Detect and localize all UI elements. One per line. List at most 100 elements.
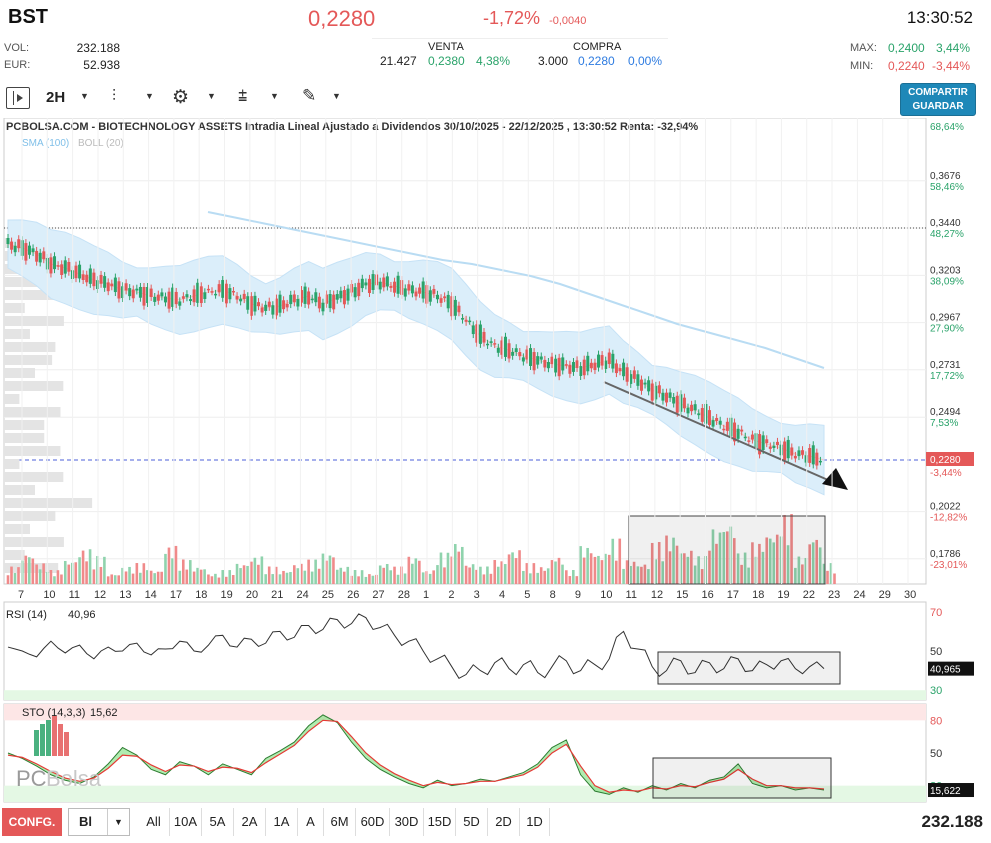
volume-bar xyxy=(74,562,78,584)
x-tick-label: 20 xyxy=(246,589,258,601)
volume-bar xyxy=(529,573,532,584)
volume-bar xyxy=(317,568,321,584)
candle-body xyxy=(128,288,132,297)
volume-bar xyxy=(364,576,368,584)
volume-bar xyxy=(783,514,786,584)
x-tick-label: 3 xyxy=(474,589,480,601)
period-button-30d[interactable]: 30D xyxy=(390,808,424,836)
candle-body xyxy=(214,293,218,296)
candle-body xyxy=(468,320,472,323)
period-button-a[interactable]: A xyxy=(298,808,324,836)
period-button-all[interactable]: All xyxy=(138,808,170,836)
candle-body xyxy=(371,274,375,290)
volume-bar xyxy=(228,570,232,584)
period-button-1a[interactable]: 1A xyxy=(266,808,298,836)
volume-bar xyxy=(296,568,300,584)
volume-profile-bar xyxy=(4,316,64,326)
candle-body xyxy=(482,331,486,343)
chevron-down-icon[interactable]: ▼ xyxy=(332,91,341,101)
candle-body xyxy=(546,362,550,369)
candle-body xyxy=(639,379,643,391)
volume-bar xyxy=(811,542,815,584)
chart-area[interactable]: PCBOLSA.COM - BIOTECHNOLOGY ASSETS Intra… xyxy=(0,118,991,806)
volume-bar xyxy=(207,574,210,584)
chevron-down-icon[interactable]: ▼ xyxy=(107,809,129,835)
candle-body xyxy=(765,439,769,444)
volume-bar xyxy=(632,561,636,584)
x-tick-label: 16 xyxy=(701,589,713,601)
price-tick-pct: 17,72% xyxy=(930,371,964,382)
volume-bar xyxy=(10,566,13,584)
volume-bar xyxy=(543,570,546,584)
share-save-button[interactable]: COMPARTIR GUARDAR xyxy=(900,83,976,116)
chevron-down-icon[interactable]: ▼ xyxy=(270,91,279,101)
volume-bar xyxy=(475,569,478,584)
candle-body xyxy=(536,356,540,365)
period-button-10a[interactable]: 10A xyxy=(170,808,202,836)
chart-type-select[interactable]: Bl ▼ xyxy=(68,808,130,836)
chevron-down-icon[interactable]: ▼ xyxy=(207,91,216,101)
volume-bar xyxy=(625,560,629,584)
volume-bar xyxy=(217,577,221,584)
candle-body xyxy=(92,272,96,287)
volume-bar xyxy=(300,563,303,584)
period-button-15d[interactable]: 15D xyxy=(424,808,456,836)
candle-body xyxy=(203,292,207,299)
rsi-value: 40,96 xyxy=(68,609,96,621)
gear-icon[interactable]: ⚙ xyxy=(172,87,190,108)
volume-bar xyxy=(586,547,589,584)
candle-body xyxy=(325,294,329,304)
volume-bar xyxy=(121,567,124,584)
candle-body xyxy=(378,281,382,290)
candle-body xyxy=(292,294,296,303)
volume-bar xyxy=(49,570,53,584)
candle-body xyxy=(464,319,468,322)
x-tick-label: 24 xyxy=(853,589,865,601)
volume-bar xyxy=(514,558,518,584)
config-button[interactable]: CONFG. xyxy=(2,808,62,836)
period-button-2a[interactable]: 2A xyxy=(234,808,266,836)
candle-body xyxy=(35,250,39,262)
volume-bar xyxy=(546,568,550,584)
volume-bar xyxy=(385,564,389,584)
toggle-panel-icon[interactable] xyxy=(6,87,30,109)
candle-body xyxy=(707,410,711,426)
candle-body xyxy=(24,243,28,261)
volume-bar xyxy=(85,561,88,584)
candle-body xyxy=(697,413,701,416)
period-button-6m[interactable]: 6M xyxy=(324,808,356,836)
x-tick-label: 1 xyxy=(423,589,429,601)
chevron-down-icon[interactable]: ▼ xyxy=(80,91,89,101)
candlestick-type-icon[interactable]: ⫶ xyxy=(112,88,117,105)
volume-bar xyxy=(650,542,654,584)
candle-body xyxy=(353,287,357,298)
period-button-5a[interactable]: 5A xyxy=(202,808,234,836)
trend-arrow-head xyxy=(822,468,848,490)
chevron-down-icon[interactable]: ▼ xyxy=(145,91,154,101)
volume-bar xyxy=(38,569,42,584)
period-button-60d[interactable]: 60D xyxy=(356,808,390,836)
volume-bar xyxy=(740,564,743,584)
bollinger-band xyxy=(7,219,825,496)
volume-profile-bar xyxy=(4,368,36,378)
volume-bar xyxy=(210,576,214,584)
sto-level-label: 80 xyxy=(930,715,942,727)
candle-body xyxy=(654,385,658,400)
x-tick-label: 12 xyxy=(651,589,663,601)
current-price-pct: -3,44% xyxy=(930,468,962,479)
candle-body xyxy=(110,283,114,287)
period-button-1d[interactable]: 1D xyxy=(520,808,550,836)
price-tick-label: 0,2731 xyxy=(930,360,961,371)
pencil-icon[interactable]: ✎ xyxy=(302,86,317,105)
interval-selector[interactable]: 2H xyxy=(46,89,66,106)
candle-body xyxy=(246,296,250,310)
volume-bar xyxy=(493,560,497,584)
volume-bar xyxy=(604,553,607,584)
volume-bar xyxy=(231,575,235,584)
candle-body xyxy=(525,349,529,360)
rsi-level-label: 70 xyxy=(930,607,942,619)
period-button-2d[interactable]: 2D xyxy=(488,808,520,836)
period-button-5d[interactable]: 5D xyxy=(456,808,488,836)
indicators-icon[interactable]: ⩲ xyxy=(238,88,248,105)
vol-label: VOL: xyxy=(4,42,30,54)
